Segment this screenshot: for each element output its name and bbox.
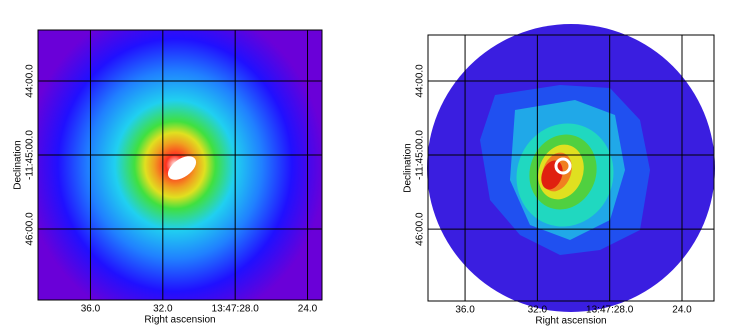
y-tick-label: 44:00.0 bbox=[415, 64, 426, 98]
x-tick-label: 24.0 bbox=[298, 304, 318, 315]
image-right bbox=[427, 24, 715, 312]
x-tick-label: 36.0 bbox=[455, 305, 475, 316]
y-axis-label: Declination bbox=[403, 143, 414, 192]
x-tick-label: 13:47:28.0 bbox=[212, 304, 260, 315]
x-tick-label: 24.0 bbox=[672, 305, 692, 316]
y-tick-label: 44:00.0 bbox=[25, 64, 36, 98]
image-left bbox=[38, 30, 322, 300]
y-tick-label: -11:45:00.0 bbox=[415, 130, 426, 180]
y-tick-label: 46:00.0 bbox=[415, 212, 426, 246]
x-tick-label: 36.0 bbox=[81, 304, 101, 315]
x-tick-label: 13:47:28.0 bbox=[586, 305, 634, 316]
y-axis-label: Declination bbox=[13, 140, 24, 189]
x-tick-label: 32.0 bbox=[528, 305, 548, 316]
y-tick-label: 46:00.0 bbox=[25, 212, 36, 246]
plot-frame bbox=[427, 34, 715, 302]
y-tick-label: -11:45:00.0 bbox=[25, 130, 36, 180]
x-axis-label: Right ascension bbox=[535, 316, 606, 327]
x-tick-label: 32.0 bbox=[153, 304, 173, 315]
plot-frame bbox=[37, 29, 323, 301]
x-axis-label: Right ascension bbox=[144, 315, 215, 326]
